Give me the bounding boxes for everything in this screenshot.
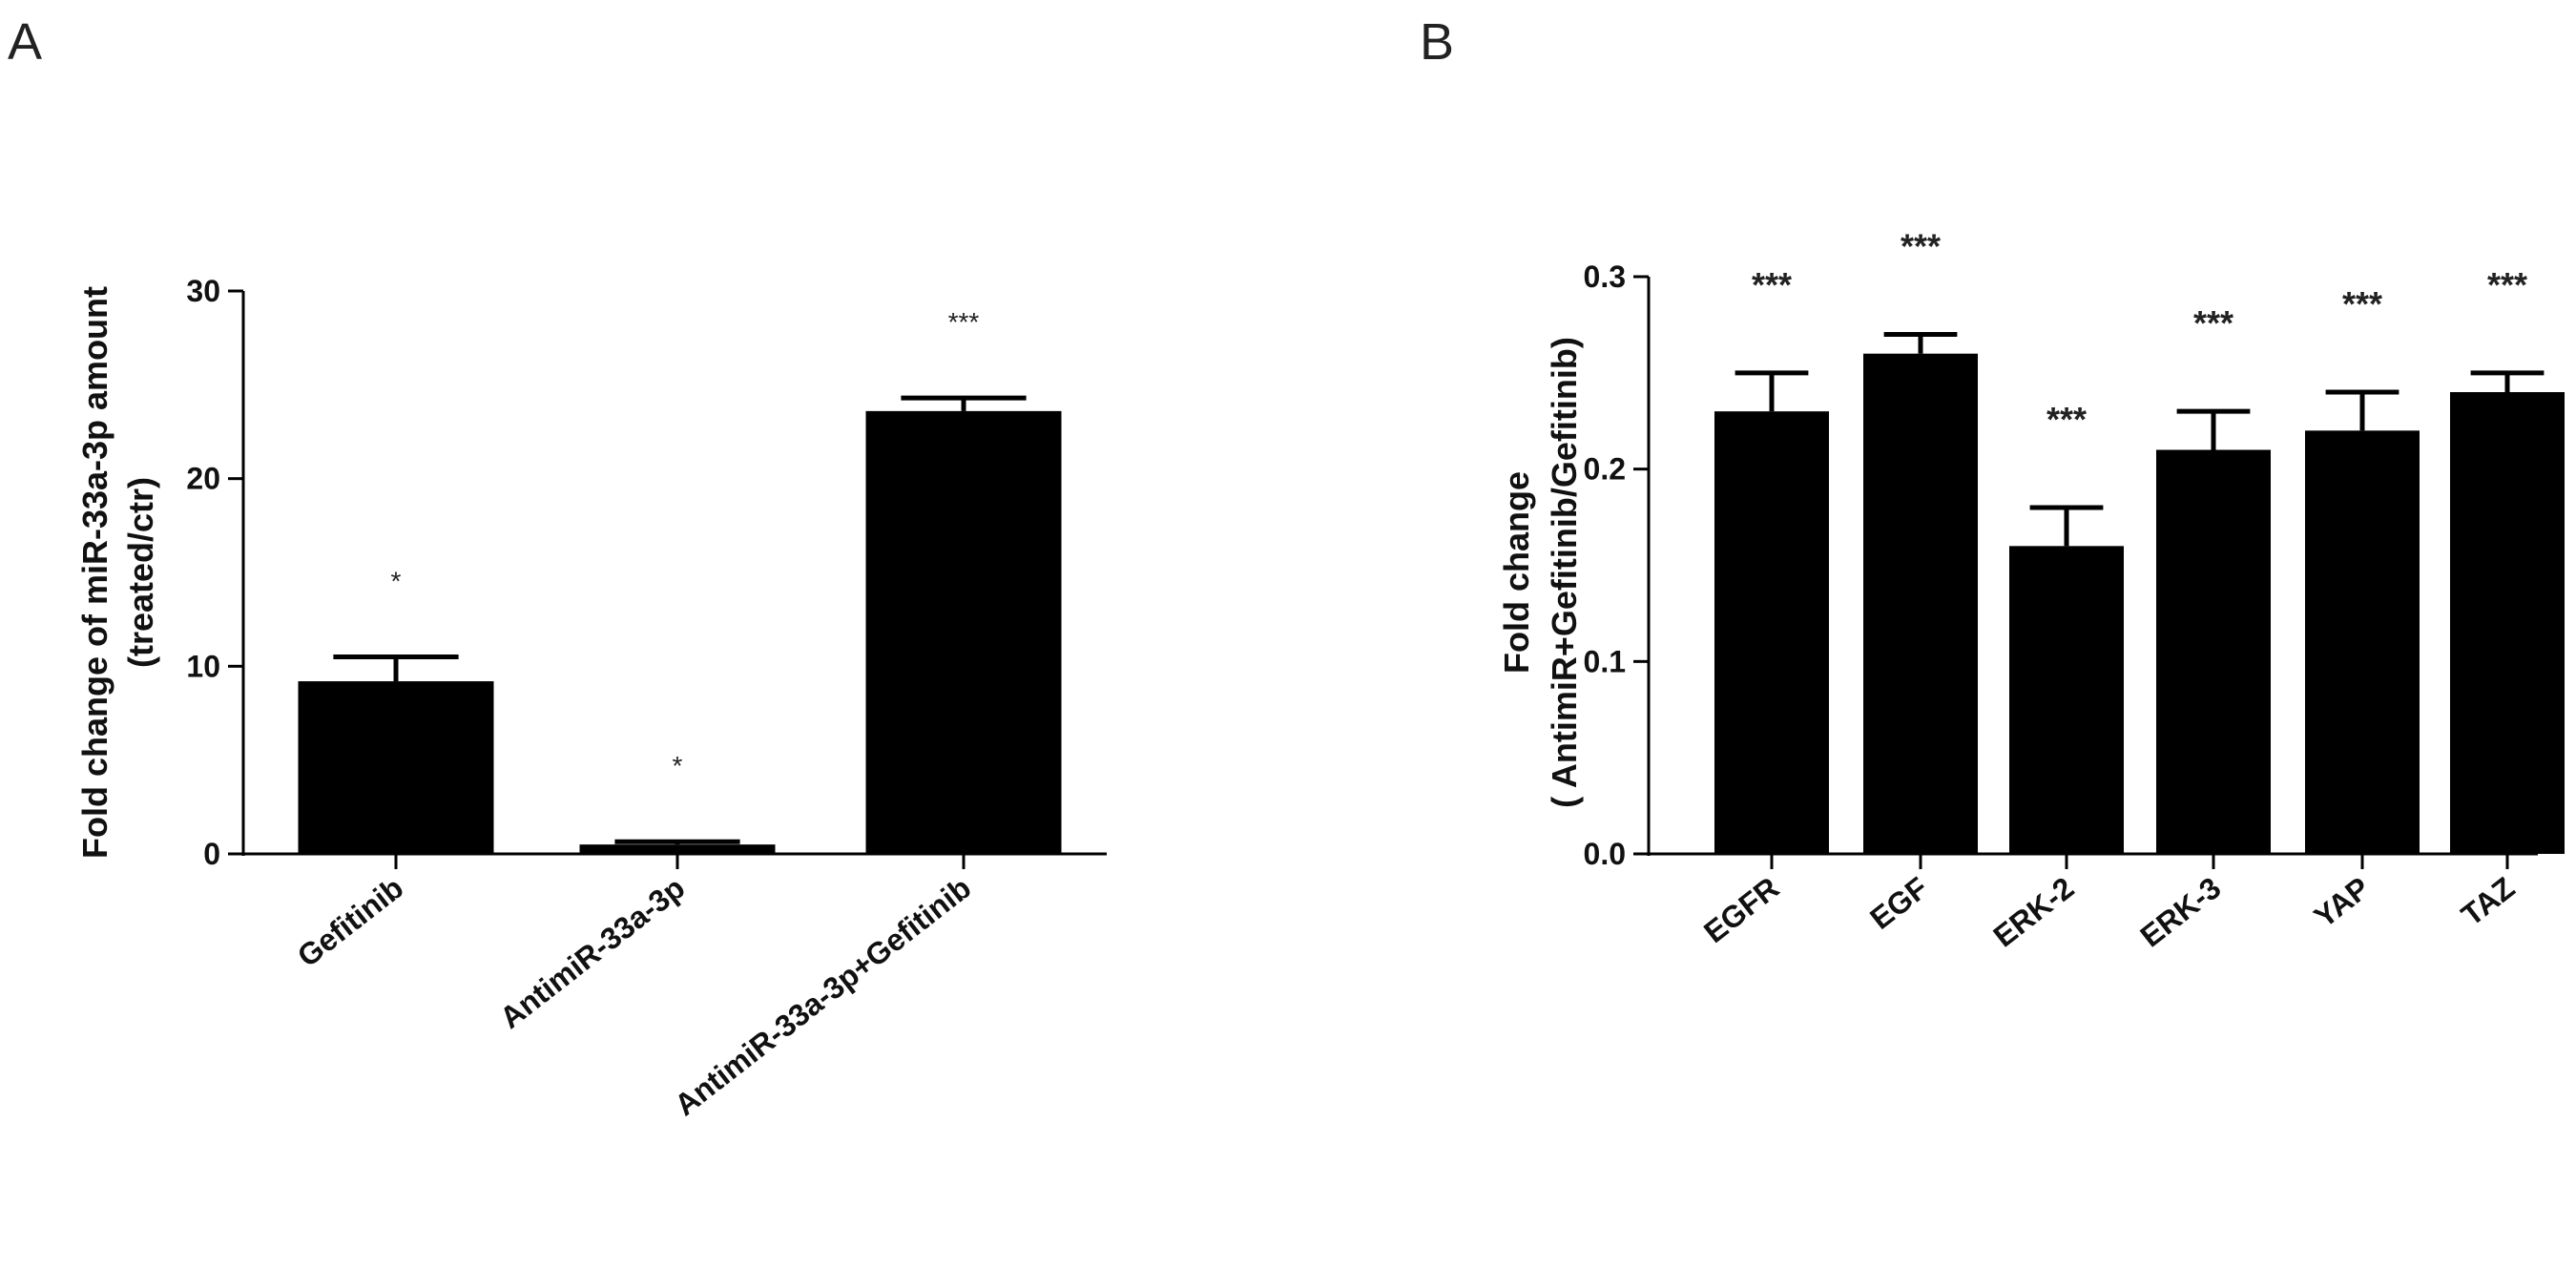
panel-a-y-tick-label: 30 <box>186 274 220 308</box>
panel-b-category-label: TAZ <box>2455 870 2521 932</box>
panel-b-significance-label: *** <box>1901 227 1941 266</box>
panel-b-bar <box>2009 546 2124 854</box>
panel-a-significance-label: *** <box>948 307 980 337</box>
panel-b-ylabel: Fold change <box>1497 471 1536 674</box>
panel-b-y-tick-label: 0.1 <box>1584 644 1626 678</box>
panel-b-category-label: EGF <box>1863 870 1934 936</box>
panel-b-bar <box>2156 449 2271 854</box>
panel-a-y-tick-label: 0 <box>203 837 220 871</box>
panel-b-category-label: YAP <box>2308 870 2377 934</box>
panel-a-category-label: AntimiR-33a-3p+Gefitinib <box>668 870 977 1122</box>
panel-b-category-label: EGFR <box>1697 870 1785 949</box>
panel-b-category-label: ERK-3 <box>2133 870 2227 953</box>
panel-b-significance-label: *** <box>1752 265 1792 304</box>
panel-a-category-label: AntimiR-33a-3p <box>493 870 691 1035</box>
panel-a-bar <box>298 681 494 854</box>
panel-a-category-label: Gefitinib <box>291 870 409 973</box>
panel-a-significance-label: * <box>391 567 402 596</box>
panel-b-significance-label: *** <box>2193 303 2233 343</box>
panel-b-ylabel-units: ( AntimiR+Gefitinib/Gefitinib) <box>1545 337 1584 808</box>
panel-a: A Fold change of miR-33a-3p amount (trea… <box>8 13 1107 1122</box>
panel-b-bar <box>2450 392 2565 854</box>
panel-a-bar <box>579 844 776 854</box>
panel-b-bar <box>1863 353 1978 855</box>
panel-b-significance-label: *** <box>2342 284 2382 323</box>
panel-b-bar <box>2305 430 2420 854</box>
panel-a-y-tick-label: 20 <box>186 462 220 496</box>
panel-b-letter: B <box>1420 13 1454 71</box>
panel-b-y-tick-label: 0.0 <box>1584 837 1626 871</box>
panel-b: B Fold change ( AntimiR+Gefitinib/Gefiti… <box>1420 13 2565 954</box>
panel-b-y-tick-label: 0.2 <box>1584 452 1626 487</box>
panel-a-significance-label: * <box>673 751 683 780</box>
panel-a-bar <box>865 410 1062 854</box>
panel-b-y-tick-label: 0.3 <box>1584 260 1626 294</box>
panel-b-significance-label: *** <box>2487 265 2527 304</box>
panel-a-ylabel: Fold change of miR-33a-3p amount <box>75 286 114 859</box>
panel-a-y-tick-label: 10 <box>186 649 220 683</box>
panel-a-letter: A <box>8 13 42 71</box>
panel-b-category-label: ERK-2 <box>1986 870 2080 953</box>
panel-a-ylabel-units: (treated/ctr) <box>121 477 160 668</box>
panel-b-bar <box>1714 411 1829 854</box>
panel-b-significance-label: *** <box>2046 400 2087 439</box>
